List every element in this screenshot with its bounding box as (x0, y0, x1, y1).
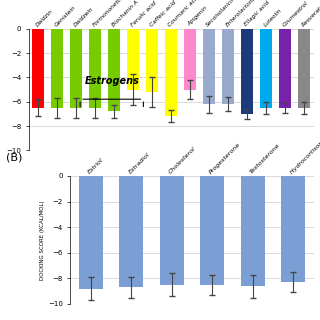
Bar (298, 29, 310, 108)
Bar (32, 29, 44, 108)
Bar (119, 176, 143, 287)
Bar (281, 176, 306, 282)
Bar (184, 29, 196, 90)
Bar (200, 176, 224, 285)
Bar (70, 29, 83, 108)
Y-axis label: DOCKING SCORE (KCAL/MOL): DOCKING SCORE (KCAL/MOL) (40, 200, 45, 280)
Bar (241, 176, 265, 286)
Bar (108, 29, 120, 111)
Bar (165, 29, 177, 116)
Bar (127, 29, 140, 90)
Bar (279, 29, 291, 108)
Bar (146, 29, 158, 92)
Bar (203, 29, 215, 104)
Text: (B): (B) (6, 152, 23, 162)
Bar (241, 29, 253, 114)
Bar (89, 29, 101, 108)
Bar (160, 176, 184, 285)
Bar (51, 29, 63, 108)
Text: Estrogens: Estrogens (84, 76, 139, 86)
Bar (260, 29, 272, 108)
Bar (222, 29, 234, 104)
Bar (78, 176, 103, 289)
